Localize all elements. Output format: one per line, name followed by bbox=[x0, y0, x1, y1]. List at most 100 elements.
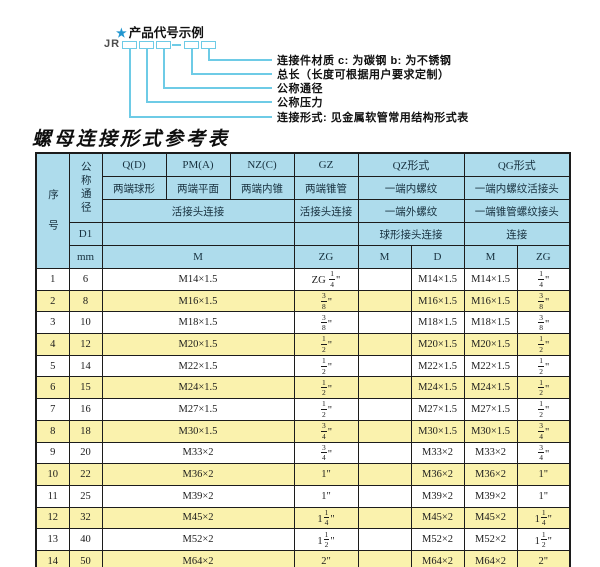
cell-qg-m: M30×1.5 bbox=[463, 419, 518, 443]
cell-mm: 22 bbox=[68, 463, 103, 486]
cell-mm: 20 bbox=[68, 441, 103, 465]
header-conn-qz: 球形接头连接 bbox=[357, 222, 465, 246]
cell-qz-d: M20×1.5 bbox=[410, 333, 465, 356]
leader-line bbox=[146, 49, 148, 101]
code-box-2 bbox=[139, 41, 154, 49]
cell-m-thread: M64×2 bbox=[101, 549, 295, 567]
header-empty-qpmnz bbox=[101, 222, 295, 246]
cell-mm: 10 bbox=[68, 311, 103, 335]
cell-qg-m: M45×2 bbox=[463, 506, 518, 530]
cell-qz-m bbox=[357, 419, 412, 443]
code-box-4 bbox=[184, 41, 199, 49]
legend-label-nominal-diameter: 公称通径 bbox=[277, 83, 323, 95]
cell-gz-zg: 3 8 " bbox=[293, 311, 359, 335]
cell-qz-d: M30×1.5 bbox=[410, 419, 465, 443]
cell-m-thread: M27×1.5 bbox=[101, 398, 295, 421]
cell-m-thread: M39×2 bbox=[101, 484, 295, 508]
header-nominal-diameter: 公称通径 bbox=[68, 152, 103, 223]
legend-label-material: 连接件材质 c: 为碳钢 b: 为不锈钢 bbox=[277, 55, 452, 67]
legend-label-nominal-pressure: 公称压力 bbox=[277, 97, 323, 109]
cell-qg-m: M39×2 bbox=[463, 484, 518, 508]
cell-serial: 1 bbox=[35, 268, 70, 291]
cell-qz-d: M22×1.5 bbox=[410, 354, 465, 378]
code-box-1 bbox=[122, 41, 137, 49]
leader-line bbox=[208, 59, 272, 61]
cell-mm: 15 bbox=[68, 376, 103, 400]
cell-qg-m: M14×1.5 bbox=[463, 268, 518, 291]
table-row: 12 32 M45×2 1 1 4 " M45×2 M45×2 1 1 4 " bbox=[35, 506, 571, 530]
cell-mm: 18 bbox=[68, 419, 103, 443]
cell-qg-zg: 3 8 " bbox=[516, 289, 571, 313]
cell-qz-d: M14×1.5 bbox=[410, 268, 465, 291]
cell-qz-m bbox=[357, 354, 412, 378]
cell-qz-m bbox=[357, 333, 412, 356]
cell-qz-d: M33×2 bbox=[410, 441, 465, 465]
cell-qg-m: M22×1.5 bbox=[463, 354, 518, 378]
table-row: 11 25 M39×2 1" M39×2 M39×2 1" bbox=[35, 484, 571, 508]
cell-qg-zg: 2" bbox=[516, 549, 571, 567]
header-code-nz: NZ(C) bbox=[229, 152, 295, 177]
cell-serial: 13 bbox=[35, 528, 70, 551]
cell-serial: 4 bbox=[35, 333, 70, 356]
cell-m-thread: M14×1.5 bbox=[101, 268, 295, 291]
cell-mm: 32 bbox=[68, 506, 103, 530]
cell-qg-zg: 1" bbox=[516, 484, 571, 508]
cell-qg-zg: 1 1 4 " bbox=[516, 506, 571, 530]
legend-label-connection-type: 连接形式: 见金属软管常用结构形式表 bbox=[277, 112, 469, 124]
cell-m-thread: M33×2 bbox=[101, 441, 295, 465]
cell-serial: 6 bbox=[35, 376, 70, 400]
cell-gz-zg: 1" bbox=[293, 484, 359, 508]
cell-qz-d: M64×2 bbox=[410, 549, 465, 567]
table-row: 10 22 M36×2 1" M36×2 M36×2 1" bbox=[35, 463, 571, 486]
dash-separator bbox=[172, 44, 181, 46]
legend-label-total-length: 总长（长度可根据用户要求定制） bbox=[277, 69, 450, 81]
cell-qg-m: M33×2 bbox=[463, 441, 518, 465]
cell-qg-zg: 3 4 " bbox=[516, 419, 571, 443]
cell-gz-zg: 3 8 " bbox=[293, 289, 359, 313]
cell-qg-m: M36×2 bbox=[463, 463, 518, 486]
header-conn-qpmnz: 活接头连接 bbox=[101, 199, 295, 223]
cell-qz-d: M16×1.5 bbox=[410, 289, 465, 313]
table-row: 7 16 M27×1.5 1 2 " M27×1.5 M27×1.5 1 2 " bbox=[35, 398, 571, 421]
header-serial: 序号 bbox=[35, 152, 70, 269]
cell-serial: 3 bbox=[35, 311, 70, 335]
header-unit-d-qz: D bbox=[410, 245, 465, 269]
code-box-5 bbox=[201, 41, 216, 49]
cell-mm: 40 bbox=[68, 528, 103, 551]
star-icon: ★ bbox=[116, 26, 127, 40]
cell-qz-m bbox=[357, 463, 412, 486]
nut-connection-table: 序号 公称通径 Q(D) PM(A) NZ(C) GZ QZ形式 QG形式 两端… bbox=[35, 152, 572, 567]
table-header: 序号 公称通径 Q(D) PM(A) NZ(C) GZ QZ形式 QG形式 两端… bbox=[35, 152, 571, 269]
leader-line bbox=[208, 49, 210, 59]
header-desc-qz: 一端内螺纹 bbox=[357, 176, 465, 200]
cell-serial: 8 bbox=[35, 419, 70, 443]
cell-m-thread: M20×1.5 bbox=[101, 333, 295, 356]
cell-qz-m bbox=[357, 484, 412, 508]
cell-qz-m bbox=[357, 528, 412, 551]
cell-qg-m: M24×1.5 bbox=[463, 376, 518, 400]
header-unit-m-qz: M bbox=[357, 245, 412, 269]
cell-serial: 12 bbox=[35, 506, 70, 530]
cell-qz-m bbox=[357, 398, 412, 421]
cell-gz-zg: 2" bbox=[293, 549, 359, 567]
header-code-pm: PM(A) bbox=[165, 152, 231, 177]
cell-mm: 16 bbox=[68, 398, 103, 421]
leader-line bbox=[191, 49, 193, 73]
cell-gz-zg: 1" bbox=[293, 463, 359, 486]
cell-serial: 9 bbox=[35, 441, 70, 465]
cell-gz-zg: 1 1 4 " bbox=[293, 506, 359, 530]
cell-qg-m: M64×2 bbox=[463, 549, 518, 567]
table-row: 14 50 M64×2 2" M64×2 M64×2 2" bbox=[35, 549, 571, 567]
cell-m-thread: M18×1.5 bbox=[101, 311, 295, 335]
cell-mm: 14 bbox=[68, 354, 103, 378]
table-row: 8 18 M30×1.5 3 4 " M30×1.5 M30×1.5 3 4 " bbox=[35, 419, 571, 443]
cell-qg-zg: 1 2 " bbox=[516, 333, 571, 356]
table-row: 2 8 M16×1.5 3 8 " M16×1.5 M16×1.5 3 8 " bbox=[35, 289, 571, 313]
table-row: 9 20 M33×2 3 4 " M33×2 M33×2 3 4 " bbox=[35, 441, 571, 465]
code-prefix-label: JR bbox=[104, 38, 121, 50]
cell-serial: 5 bbox=[35, 354, 70, 378]
leader-line bbox=[163, 87, 272, 89]
cell-qg-m: M18×1.5 bbox=[463, 311, 518, 335]
leader-line bbox=[129, 116, 272, 118]
table-row: 5 14 M22×1.5 1 2 " M22×1.5 M22×1.5 1 2 " bbox=[35, 354, 571, 378]
